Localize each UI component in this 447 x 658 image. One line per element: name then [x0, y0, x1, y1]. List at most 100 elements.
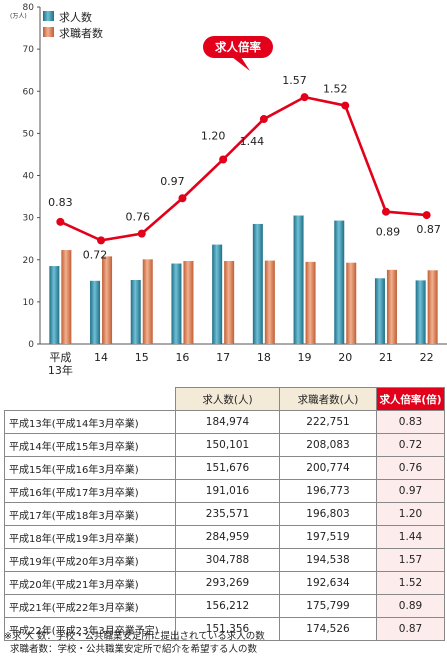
x-tick-label: 14	[94, 351, 108, 364]
x-tick-label: 16	[175, 351, 189, 364]
x-tick-label: 21	[379, 351, 393, 364]
bar-seekers	[61, 250, 72, 344]
x-tick-label: 平成	[49, 351, 71, 364]
bar-seekers	[427, 270, 438, 344]
y-tick-label: 40	[23, 172, 35, 182]
cell-seekers: 200,774	[279, 456, 377, 480]
footnote-seekers: 求職者数：学校・公共職業安定所で紹介を希望する人の数	[4, 644, 258, 655]
cell-jobs: 293,269	[175, 571, 280, 595]
bar-line-chart: 0 10 20 30 40 50 60 70 80(万人) 0.83 0.72 0.76 0.97 1.…	[10, 3, 447, 377]
legend-label-seekers: 求職者数	[59, 27, 103, 40]
cell-seekers: 222,751	[279, 410, 377, 434]
cell-rate: 0.83	[376, 410, 445, 434]
ratio-point	[137, 229, 146, 238]
bar-seekers	[386, 269, 397, 344]
ratio-point	[178, 194, 187, 203]
y-tick-label: 80	[23, 3, 35, 13]
table-row: 平成16年(平成17年3月卒業) 191,016 196,773 0.97	[4, 479, 445, 503]
footnotes: ※求 人 数：学校・公共職業安定所に提出されている求人の数 求職者数：学校・公共…	[4, 630, 265, 656]
legend-swatch-seekers	[43, 27, 54, 37]
bar-jobs	[171, 263, 182, 344]
ratio-label: 1.52	[323, 83, 348, 96]
header-rate: 求人倍率(倍)	[376, 387, 445, 411]
cell-jobs: 156,212	[175, 594, 280, 618]
ratio-label: 1.44	[240, 135, 265, 148]
y-tick-label: 0	[28, 340, 34, 350]
x-tick-label: 20	[338, 351, 352, 364]
y-tick-label: 50	[23, 129, 35, 139]
bar-jobs	[374, 278, 385, 344]
y-tick-label: 10	[23, 298, 35, 308]
legend-swatch-jobs	[43, 11, 54, 21]
ratio-label: 0.76	[126, 211, 151, 224]
callout-bubble	[203, 36, 273, 58]
bar-seekers	[142, 259, 153, 344]
table-row: 平成15年(平成16年3月卒業) 151,676 200,774 0.76	[4, 456, 445, 480]
y-unit-label: (万人)	[10, 13, 27, 20]
cell-rate: 1.20	[376, 502, 445, 526]
cell-rate: 0.87	[376, 617, 445, 641]
row-label: 平成18年(平成19年3月卒業)	[4, 525, 176, 549]
ratio-label: 1.57	[282, 74, 307, 87]
header-seekers: 求職者数(人)	[279, 387, 377, 411]
table-row: 平成18年(平成19年3月卒業) 284,959 197,519 1.44	[4, 525, 445, 549]
cell-seekers: 196,773	[279, 479, 377, 503]
ratio-point	[97, 236, 106, 245]
y-tick-label: 30	[23, 214, 35, 224]
cell-jobs: 191,016	[175, 479, 280, 503]
table-row: 平成20年(平成21年3月卒業) 293,269 192,634 1.52	[4, 571, 445, 595]
cell-jobs: 151,676	[175, 456, 280, 480]
ratio-point	[300, 93, 309, 102]
bar-seekers	[346, 262, 357, 344]
table-row: 平成14年(平成15年3月卒業) 150,101 208,083 0.72	[4, 433, 445, 457]
cell-seekers: 197,519	[279, 525, 377, 549]
ratio-point	[259, 115, 268, 124]
ratio-label: 1.20	[201, 129, 226, 142]
bar-seekers	[102, 256, 113, 344]
bar-jobs	[252, 223, 263, 344]
ratio-callout: 求人倍率	[203, 36, 273, 71]
x-axis-labels: 平成13年 14 15 16 17 18 19 20 21 22	[48, 351, 434, 377]
x-tick-label: 22	[420, 351, 434, 364]
cell-seekers: 175,799	[279, 594, 377, 618]
x-tick-label: 19	[298, 351, 312, 364]
bar-jobs	[415, 280, 426, 344]
legend-label-jobs: 求人数	[59, 11, 92, 24]
cell-jobs: 151,356	[175, 617, 280, 641]
ratio-label: 0.97	[160, 175, 185, 188]
ratio-point	[56, 217, 65, 226]
ratio-point	[381, 207, 390, 216]
x-tick-label: 17	[216, 351, 230, 364]
cell-seekers: 174,526	[279, 617, 377, 641]
cell-rate: 0.72	[376, 433, 445, 457]
cell-seekers: 194,538	[279, 548, 377, 572]
ratio-point	[219, 155, 228, 164]
cell-jobs: 184,974	[175, 410, 280, 434]
row-label: 平成13年(平成14年3月卒業)	[4, 410, 176, 434]
cell-seekers: 192,634	[279, 571, 377, 595]
x-tick-label: 13年	[48, 363, 73, 377]
row-label: 平成19年(平成20年3月卒業)	[4, 548, 176, 572]
cell-jobs: 304,788	[175, 548, 280, 572]
bar-jobs	[334, 220, 345, 344]
y-tick-label: 60	[23, 87, 35, 97]
table-row: 平成13年(平成14年3月卒業) 184,974 222,751 0.83	[4, 410, 445, 434]
bar-jobs	[49, 266, 60, 344]
row-label: 平成15年(平成16年3月卒業)	[4, 456, 176, 480]
row-label: 平成17年(平成18年3月卒業)	[4, 502, 176, 526]
row-label: 平成14年(平成15年3月卒業)	[4, 433, 176, 457]
bar-seekers	[264, 260, 275, 344]
ratio-label: 0.83	[48, 196, 73, 209]
bar-jobs	[90, 280, 101, 344]
ratio-polyline	[59, 95, 427, 242]
cell-jobs: 235,571	[175, 502, 280, 526]
cell-rate: 0.97	[376, 479, 445, 503]
ratio-label: 0.72	[83, 248, 108, 261]
bar-jobs	[130, 279, 141, 344]
bar-seekers	[224, 261, 235, 344]
table-corner	[5, 388, 176, 411]
table-row: 平成22年(平成23年3月卒業予定) 151,356 174,526 0.87	[4, 617, 445, 641]
y-tick-label: 70	[23, 45, 35, 55]
row-label: 平成22年(平成23年3月卒業予定)	[4, 617, 176, 641]
